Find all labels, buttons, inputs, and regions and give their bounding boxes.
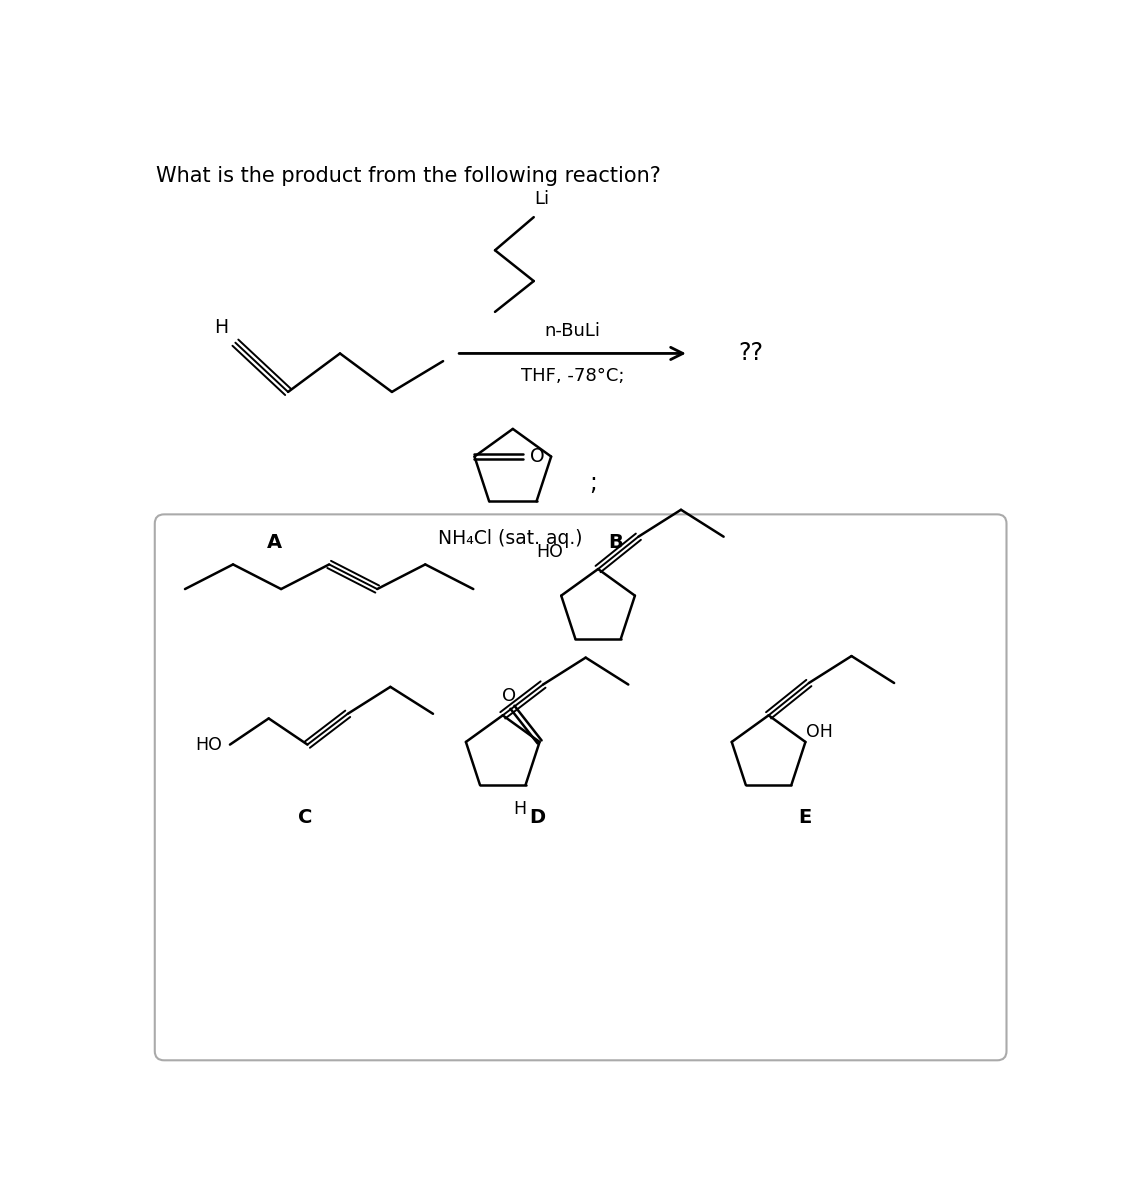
Text: H: H	[214, 318, 228, 337]
Text: THF, -78°C;: THF, -78°C;	[521, 367, 624, 385]
Text: ;: ;	[590, 470, 597, 494]
Text: O: O	[531, 448, 544, 466]
Text: O: O	[501, 686, 516, 704]
Text: n-BuLi: n-BuLi	[544, 322, 600, 340]
Text: A: A	[267, 533, 281, 552]
Text: What is the product from the following reaction?: What is the product from the following r…	[156, 166, 662, 186]
Text: HO: HO	[536, 544, 564, 562]
Text: D: D	[530, 809, 546, 827]
Text: HO: HO	[195, 736, 222, 754]
FancyBboxPatch shape	[155, 515, 1007, 1061]
Text: OH: OH	[805, 724, 833, 742]
Text: E: E	[798, 809, 812, 827]
Text: B: B	[608, 533, 623, 552]
Text: NH₄Cl (sat. aq.): NH₄Cl (sat. aq.)	[439, 529, 583, 547]
Text: Li: Li	[534, 191, 549, 209]
Text: H: H	[514, 800, 526, 818]
Text: ??: ??	[738, 342, 763, 366]
Text: C: C	[298, 809, 312, 827]
